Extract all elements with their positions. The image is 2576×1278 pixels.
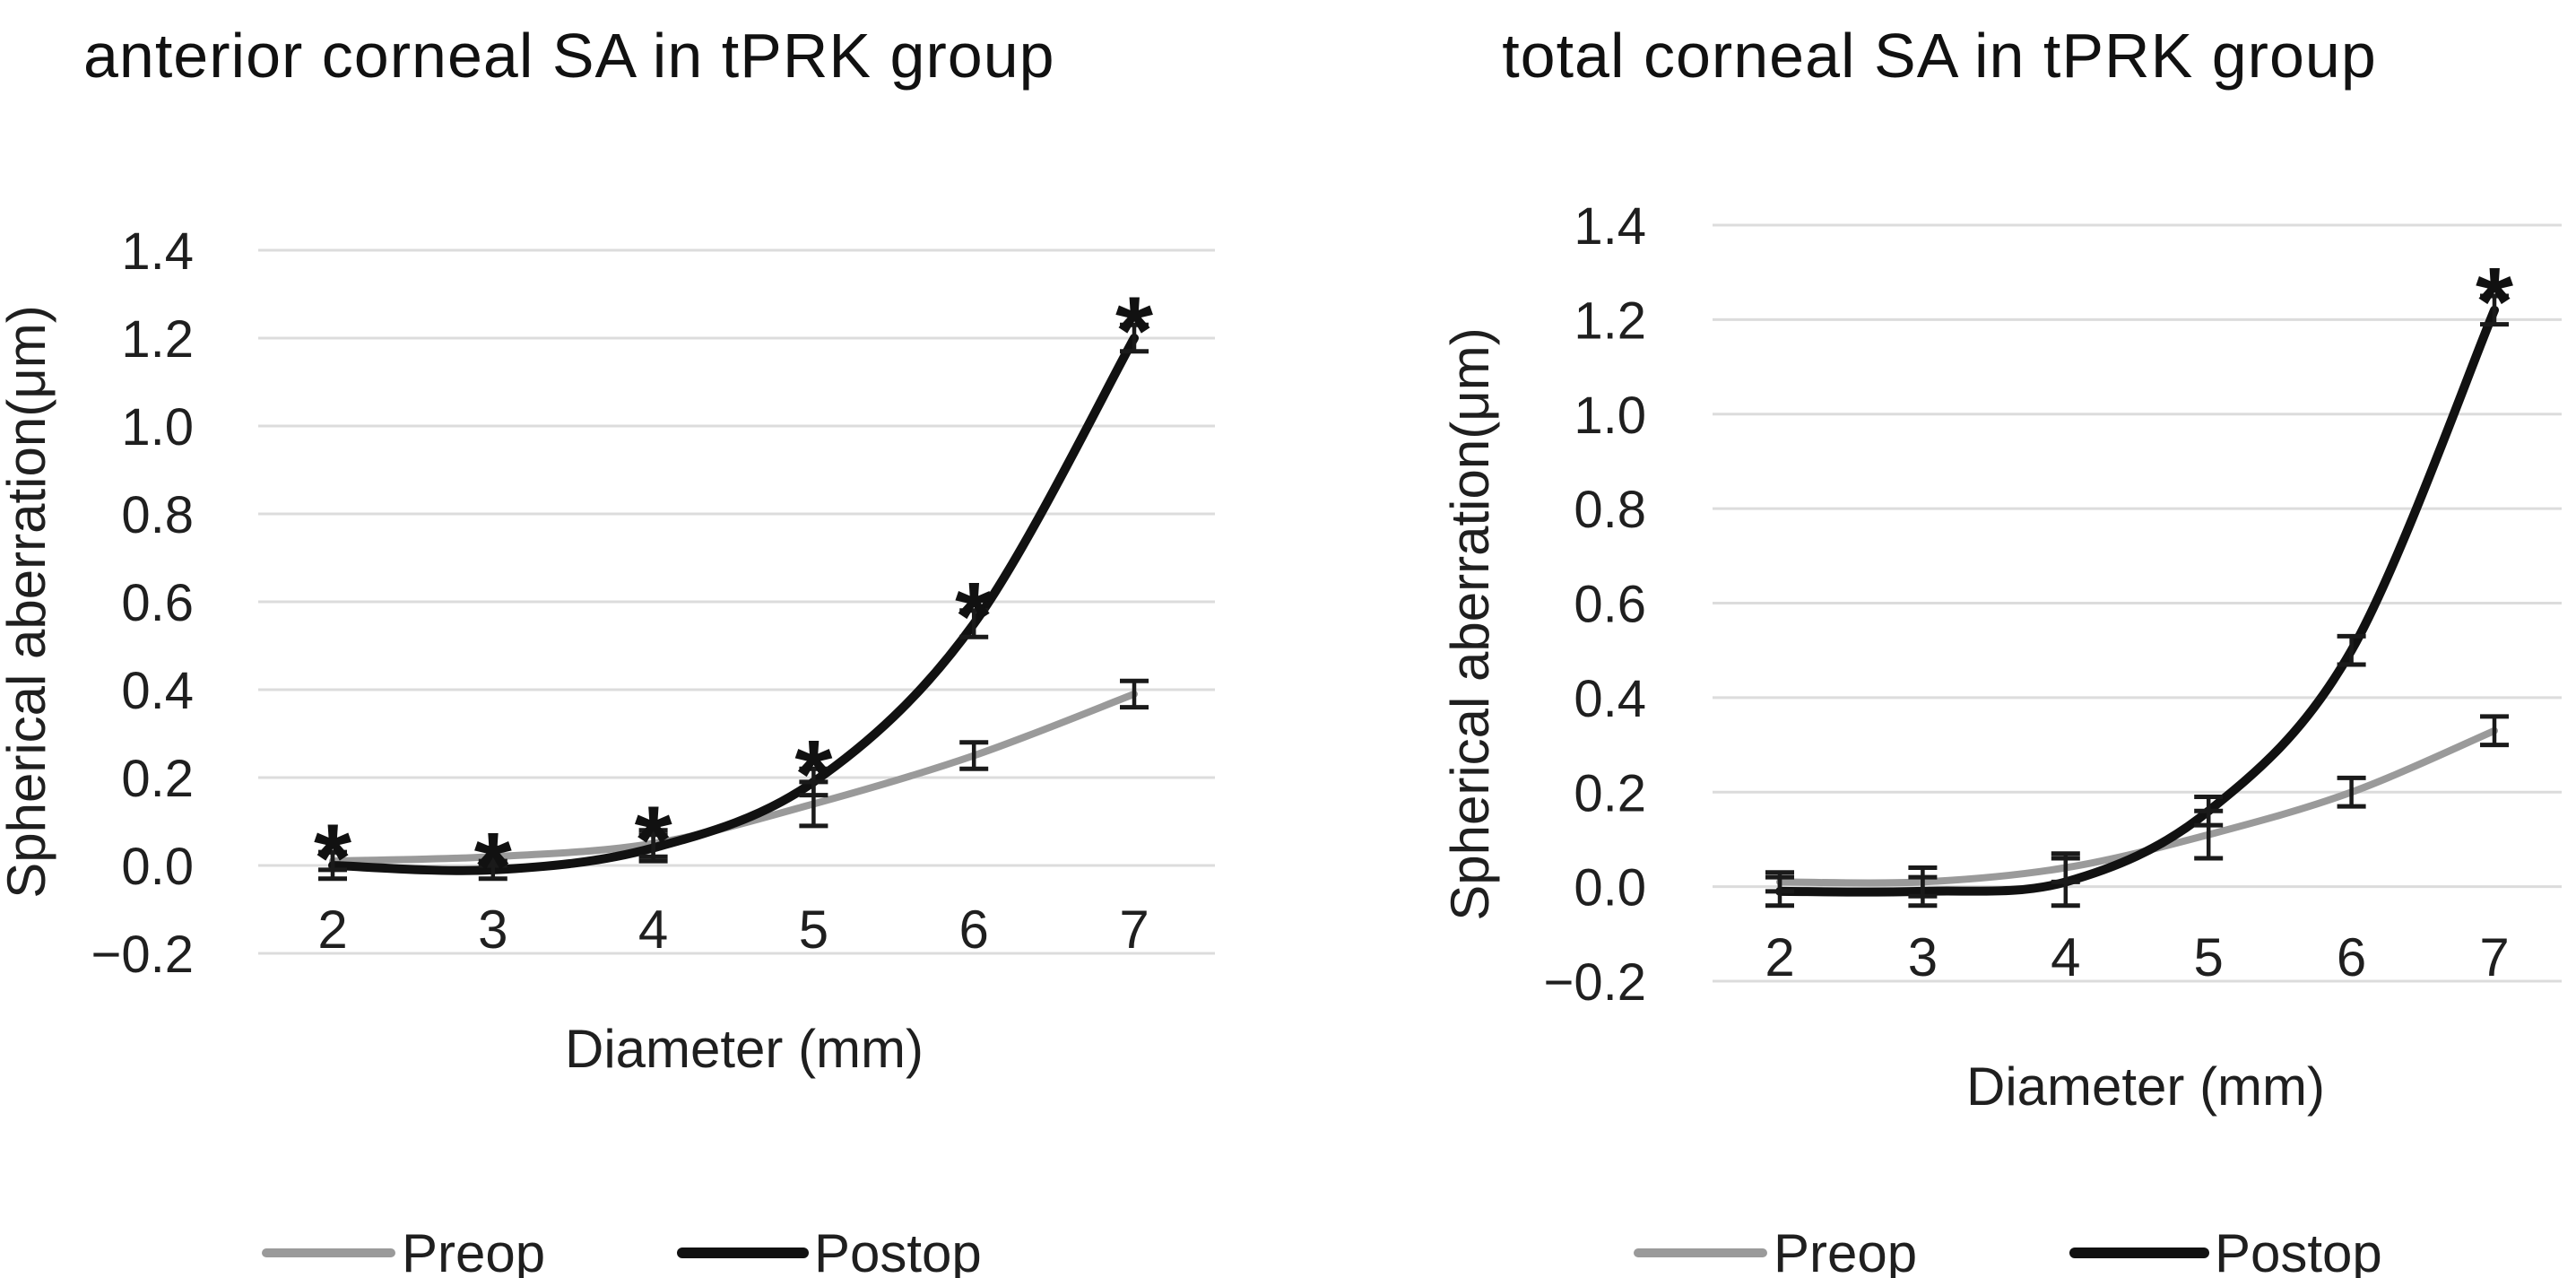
error-bars-preop bbox=[318, 678, 1149, 873]
y-axis-tick-labels: 1.4 1.2 1.0 0.8 0.6 0.4 0.2 0.0 −0.2 bbox=[91, 222, 195, 984]
legend-label-preop: Preop bbox=[1774, 1223, 1917, 1278]
chart-title-anterior: anterior corneal SA in tPRK group bbox=[83, 21, 1055, 91]
y-tick-label: 0.6 bbox=[1574, 576, 1646, 634]
x-axis-title: Diameter (mm) bbox=[1966, 1056, 2325, 1117]
x-tick-label: 7 bbox=[2479, 927, 2509, 987]
y-tick-label: 1.2 bbox=[121, 310, 194, 369]
y-tick-label: 0.8 bbox=[121, 486, 194, 544]
legend: Preop Postop bbox=[1634, 1223, 2382, 1278]
x-axis-title: Diameter (mm) bbox=[565, 1019, 924, 1079]
y-tick-label: 0.2 bbox=[121, 750, 194, 808]
x-tick-label: 7 bbox=[1119, 900, 1149, 960]
x-tick-label: 5 bbox=[2194, 927, 2224, 987]
y-tick-label: 0.4 bbox=[121, 662, 194, 720]
y-tick-label: 1.4 bbox=[121, 222, 194, 281]
y-tick-label: 1.2 bbox=[1574, 291, 1646, 350]
y-tick-label: 0.8 bbox=[1574, 481, 1646, 539]
x-tick-label: 3 bbox=[1908, 927, 1938, 987]
y-axis-title: Spherical aberration(μm) bbox=[0, 305, 56, 899]
legend-label-postop: Postop bbox=[814, 1223, 982, 1278]
y-tick-label: −0.2 bbox=[91, 926, 195, 984]
gridlines bbox=[1713, 223, 2562, 983]
y-tick-label: 1.0 bbox=[121, 398, 194, 456]
y-tick-label: 0.0 bbox=[1574, 859, 1646, 917]
x-axis-tick-labels: 2 3 4 5 6 7 bbox=[317, 900, 1149, 960]
y-tick-label: 0.4 bbox=[1574, 670, 1646, 728]
chart-title-total: total corneal SA in tPRK group bbox=[1502, 21, 2377, 91]
x-tick-label: 4 bbox=[638, 900, 668, 960]
y-tick-label: 0.6 bbox=[121, 574, 194, 632]
series-line-preop bbox=[1776, 726, 2498, 887]
x-tick-label: 6 bbox=[959, 900, 989, 960]
legend: Preop Postop bbox=[262, 1223, 982, 1278]
y-tick-label: −0.2 bbox=[1544, 953, 1647, 1012]
significance-asterisk: * bbox=[474, 812, 512, 920]
series-line-postop bbox=[328, 334, 1139, 875]
legend-label-preop: Preop bbox=[402, 1223, 545, 1278]
significance-asterisk: * bbox=[794, 719, 832, 828]
significance-asterisk: * bbox=[955, 561, 993, 670]
significance-markers: * bbox=[2476, 247, 2513, 355]
significance-markers: * * * * * * bbox=[314, 275, 1153, 920]
error-bars-preop bbox=[1765, 714, 2509, 899]
significance-asterisk: * bbox=[635, 786, 672, 894]
x-tick-label: 4 bbox=[2051, 927, 2080, 987]
series-line-preop bbox=[329, 690, 1138, 865]
y-tick-label: 1.0 bbox=[1574, 387, 1646, 445]
legend-label-postop: Postop bbox=[2215, 1223, 2382, 1278]
series-line-postop bbox=[1775, 305, 2499, 897]
y-tick-label: 0.2 bbox=[1574, 764, 1646, 822]
significance-asterisk: * bbox=[2476, 247, 2513, 355]
significance-asterisk: * bbox=[314, 803, 351, 911]
gridlines bbox=[258, 248, 1215, 955]
x-tick-label: 6 bbox=[2337, 927, 2366, 987]
x-tick-label: 5 bbox=[799, 900, 828, 960]
y-axis-tick-labels: 1.4 1.2 1.0 0.8 0.6 0.4 0.2 0.0 −0.2 bbox=[1544, 197, 1647, 1012]
y-tick-label: 1.4 bbox=[1574, 197, 1646, 256]
significance-asterisk: * bbox=[1115, 275, 1153, 384]
error-bars-postop bbox=[318, 322, 1149, 882]
y-axis-title: Spherical aberration(μm) bbox=[1440, 327, 1500, 921]
x-tick-label: 3 bbox=[478, 900, 507, 960]
x-axis-tick-labels: 2 3 4 5 6 7 bbox=[1765, 927, 2509, 987]
y-tick-label: 0.0 bbox=[121, 838, 194, 896]
x-tick-label: 2 bbox=[1765, 927, 1794, 987]
error-bars-postop bbox=[1765, 293, 2509, 909]
x-tick-label: 2 bbox=[317, 900, 347, 960]
